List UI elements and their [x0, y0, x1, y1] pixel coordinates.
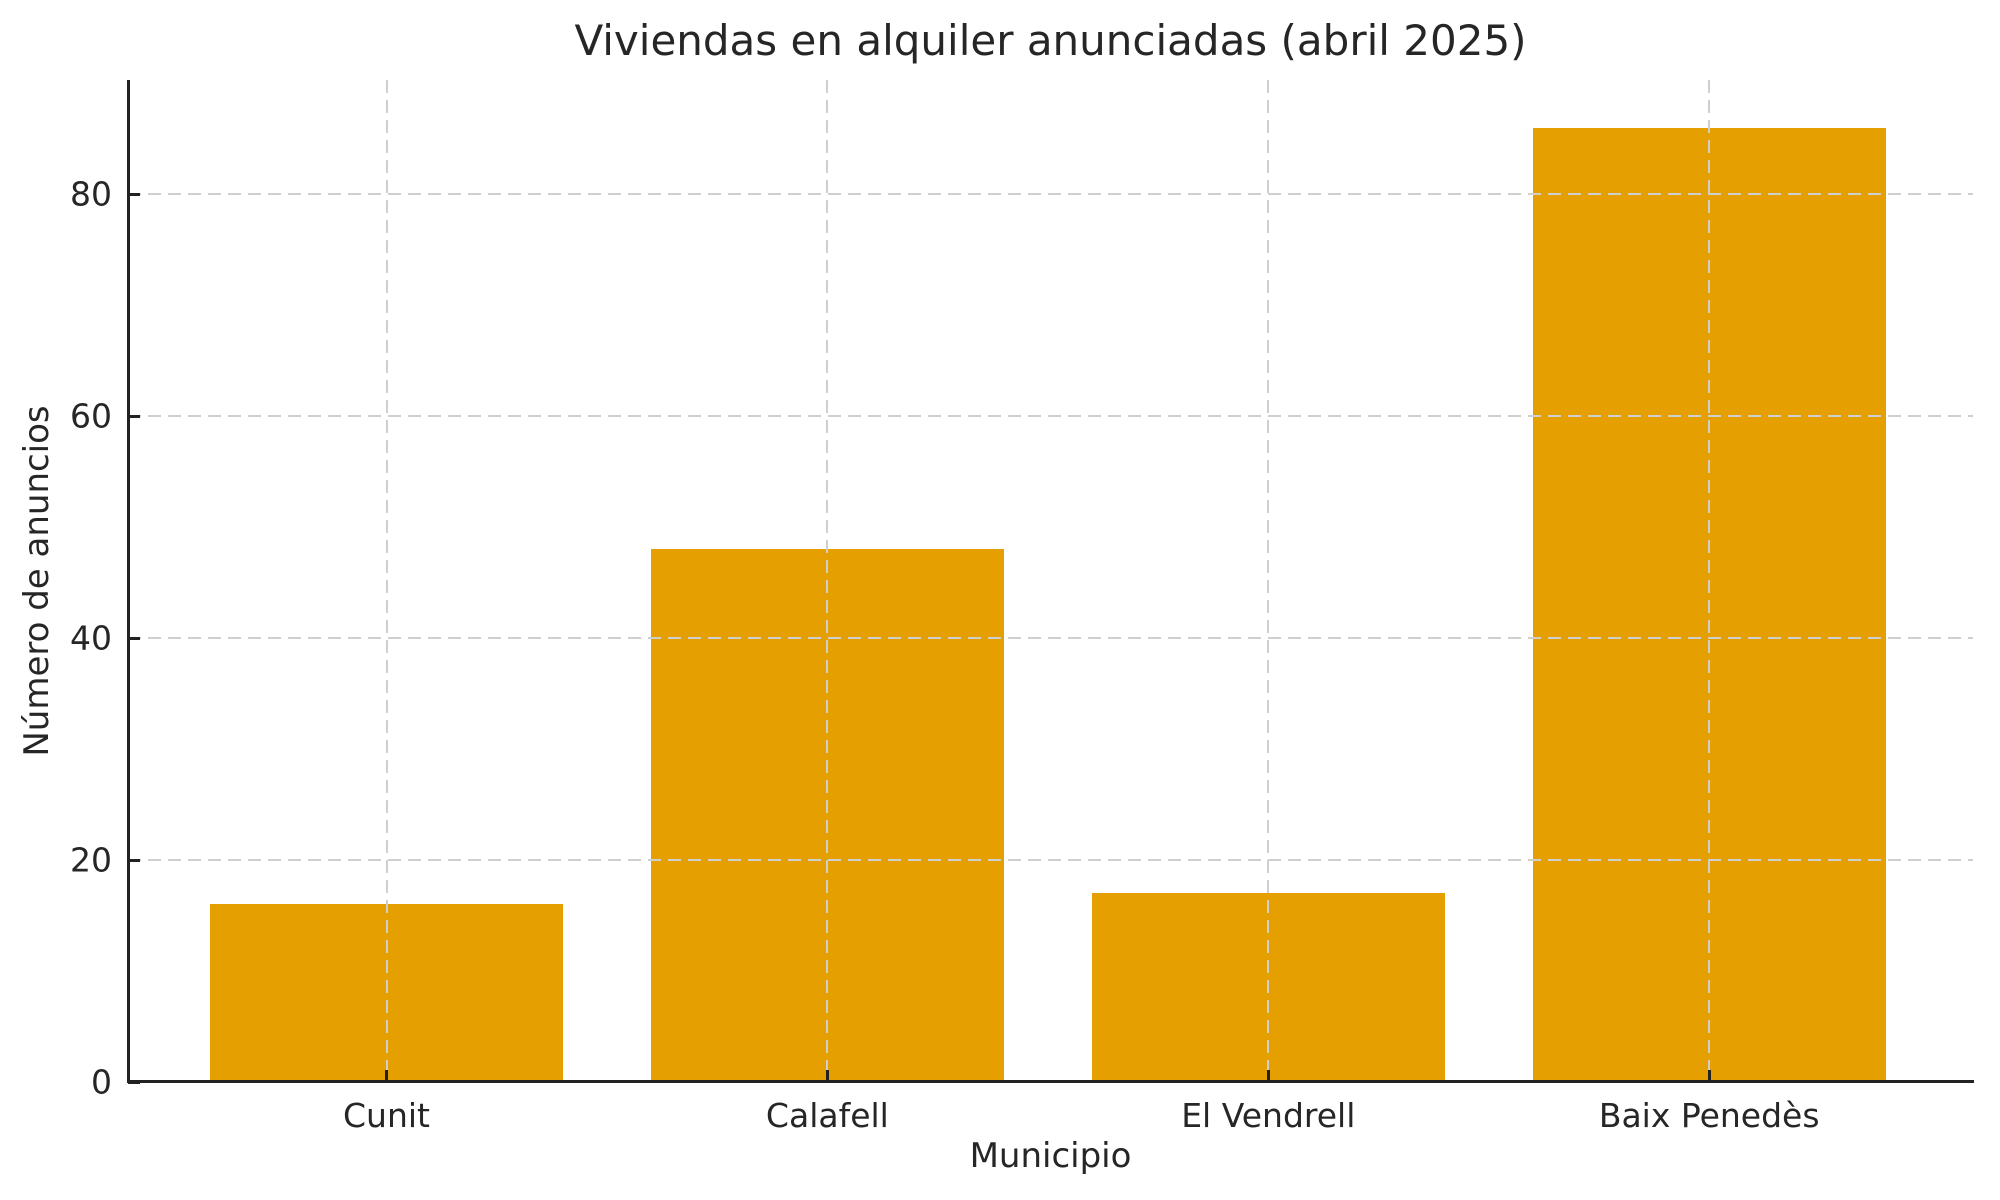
horizontal-gridline	[128, 859, 1973, 862]
x-tick-mark	[825, 1070, 829, 1082]
plot-area	[127, 80, 1974, 1084]
x-tick-label-calafell: Calafell	[765, 1096, 889, 1135]
horizontal-gridline	[128, 415, 1973, 418]
y-tick-label: 0	[91, 1062, 112, 1102]
x-tick-label-cunit: Cunit	[343, 1096, 430, 1135]
x-axis-label: Municipio	[969, 1136, 1132, 1176]
y-tick-mark	[128, 636, 140, 640]
x-axis-spine	[127, 1080, 1974, 1083]
vertical-gridline	[1267, 80, 1270, 1082]
y-tick-label: 60	[70, 396, 112, 436]
chart-title: Viviendas en alquiler anunciadas (abril …	[574, 16, 1527, 65]
x-tick-label-el-vendrell: El Vendrell	[1181, 1096, 1356, 1135]
y-tick-mark	[128, 414, 140, 418]
y-tick-label: 40	[70, 618, 112, 658]
y-tick-label: 80	[70, 174, 112, 214]
vertical-gridline	[385, 80, 388, 1082]
x-tick-label-baix-penedes: Baix Penedès	[1598, 1096, 1820, 1135]
y-axis-spine	[127, 80, 130, 1082]
y-tick-label: 20	[70, 840, 112, 880]
horizontal-gridline	[128, 637, 1973, 640]
x-tick-mark	[1707, 1070, 1711, 1082]
y-axis-label: Número de anuncios	[17, 405, 57, 757]
horizontal-gridline	[128, 193, 1973, 196]
vertical-gridline	[826, 80, 829, 1082]
x-tick-mark	[1266, 1070, 1270, 1082]
y-tick-mark	[128, 858, 140, 862]
x-tick-mark	[385, 1070, 388, 1082]
y-tick-mark	[128, 1080, 140, 1084]
vertical-gridline	[1708, 80, 1711, 1082]
y-tick-mark	[128, 192, 140, 196]
